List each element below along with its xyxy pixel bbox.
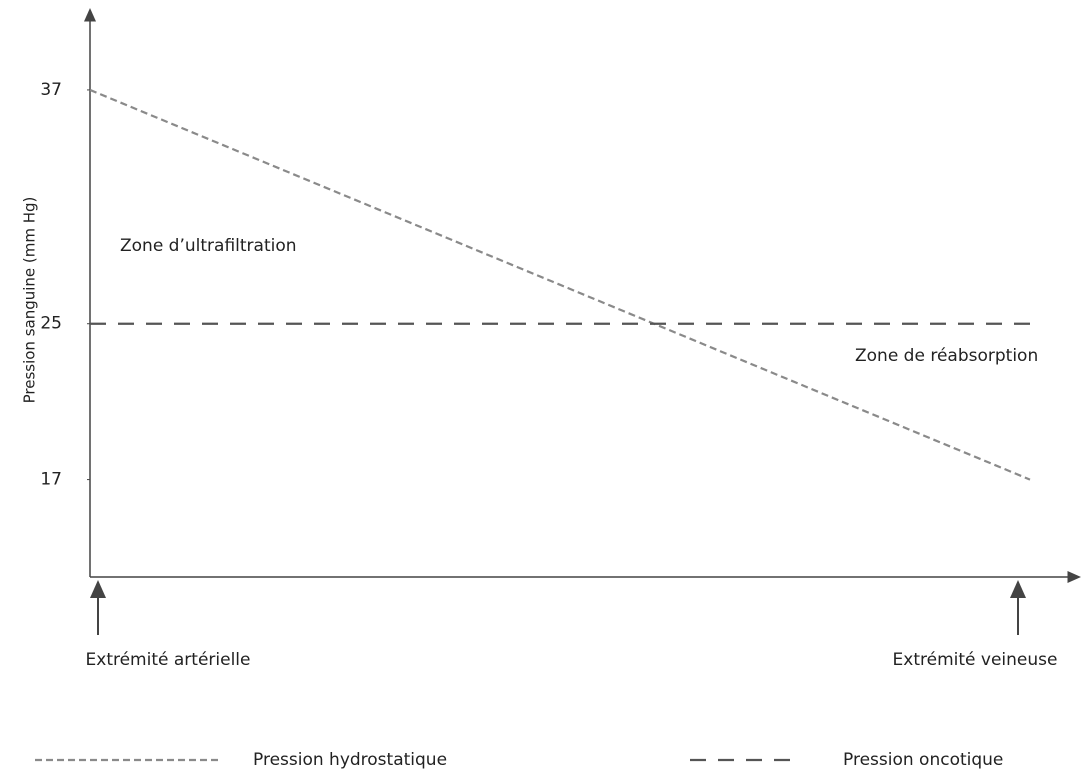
y-axis-label: Pression sanguine (mm Hg): [21, 197, 39, 404]
legend-label: Pression oncotique: [843, 750, 1003, 770]
y-tick-label: 37: [40, 80, 62, 100]
annotation: Zone de réabsorption: [855, 346, 1038, 366]
legend-label: Pression hydrostatique: [253, 750, 447, 770]
x-tick-label: Extrémité veineuse: [893, 650, 1058, 670]
series-line: [89, 88, 1031, 481]
y-tick-label: 25: [40, 314, 62, 334]
y-tick-label: 17: [40, 470, 62, 490]
annotation: Zone d’ultrafiltration: [120, 236, 297, 256]
x-tick-label: Extrémité artérielle: [86, 650, 251, 670]
